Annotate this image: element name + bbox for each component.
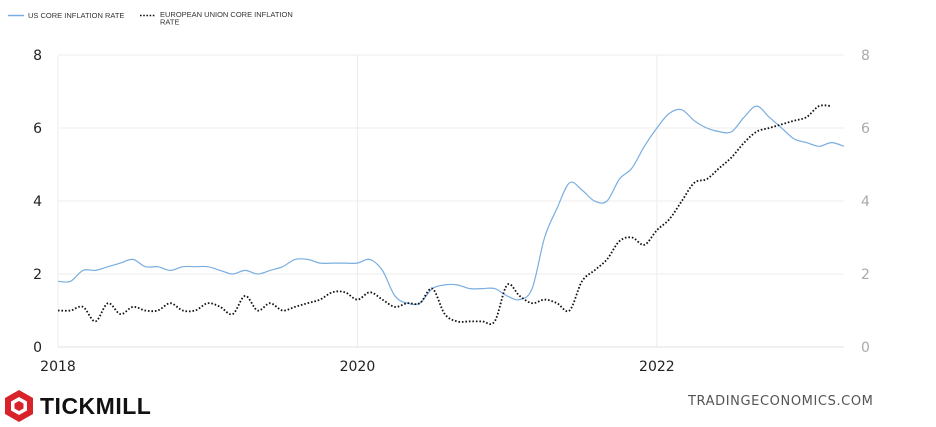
legend-label-eu-line2: RATE [160, 18, 179, 27]
y-tick-left-8: 8 [33, 48, 42, 64]
source-credit: TRADINGECONOMICS.COM [688, 394, 874, 409]
left-axis-ticks: 0 2 4 6 8 [33, 48, 42, 356]
hexagon-logo-icon [5, 390, 33, 422]
series-line-us-core-inflation [57, 105, 845, 306]
chart-legend: US CORE INFLATION RATE EUROPEAN UNION CO… [8, 10, 295, 27]
right-axis-ticks: 0 2 4 6 8 [861, 48, 870, 356]
x-axis-ticks: 2018 2020 2022 [40, 359, 674, 375]
y-tick-left-6: 6 [33, 121, 42, 137]
legend-label-us: US CORE INFLATION RATE [28, 11, 124, 20]
y-tick-left-4: 4 [33, 194, 42, 210]
y-tick-right-2: 2 [861, 267, 870, 283]
grid-lines [57, 54, 844, 348]
x-tick-2018: 2018 [40, 359, 76, 375]
series-line-eu-core-inflation [57, 104, 832, 325]
legend-label-eu: EUROPEAN UNION CORE INFLATION RATE [160, 10, 295, 27]
x-tick-2020: 2020 [340, 359, 376, 375]
brand-name: TICKMILL [40, 392, 152, 419]
y-tick-left-2: 2 [33, 267, 42, 283]
tickmill-brand: TICKMILL [4, 389, 151, 423]
legend-label-eu-line1: EUROPEAN UNION CORE INFLATION [160, 10, 293, 19]
series-lines [57, 104, 845, 325]
y-tick-right-6: 6 [861, 121, 870, 137]
x-tick-2022: 2022 [639, 359, 675, 375]
line-chart: US CORE INFLATION RATE EUROPEAN UNION CO… [8, 10, 870, 375]
y-tick-left-0: 0 [33, 340, 42, 356]
y-tick-right-0: 0 [861, 340, 870, 356]
y-tick-right-8: 8 [861, 48, 870, 64]
y-tick-right-4: 4 [861, 194, 870, 210]
